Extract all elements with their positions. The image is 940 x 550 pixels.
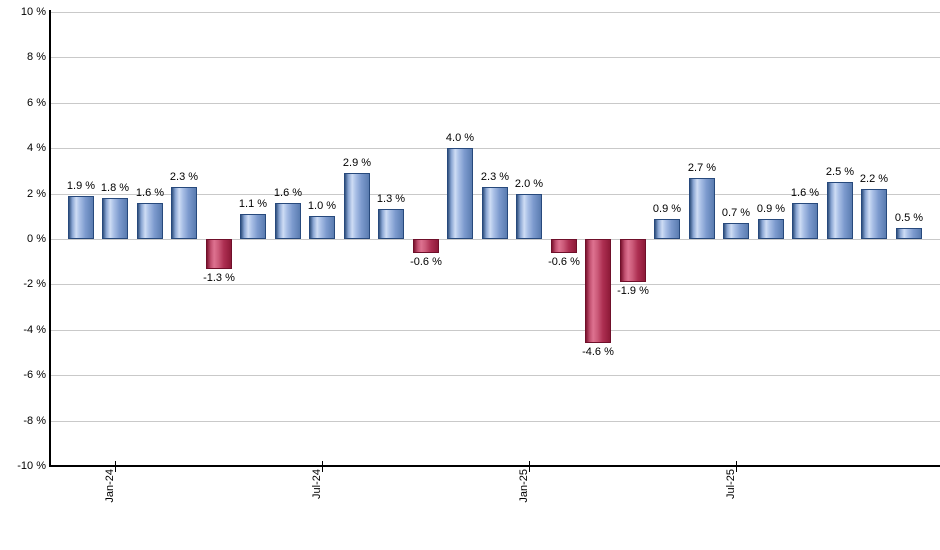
gridline-8: [51, 57, 940, 58]
x-axis-tick-label: Jul-24: [311, 469, 323, 499]
x-axis-line: [49, 465, 940, 467]
bar-0[interactable]: [68, 196, 94, 239]
gridline-0: [51, 239, 940, 240]
bar-value-label: 1.6 %: [273, 187, 303, 199]
y-axis-tick-label: 4 %: [27, 142, 46, 154]
bar-8[interactable]: [344, 173, 370, 239]
x-axis-tick: [322, 461, 323, 472]
bar-24[interactable]: [896, 228, 922, 239]
bar-value-label: -0.6 %: [410, 256, 442, 268]
bar-value-label: 1.9 %: [66, 180, 96, 192]
bar-value-label: 2.5 %: [825, 166, 855, 178]
gridline--6: [51, 375, 940, 376]
bar-22[interactable]: [827, 182, 853, 239]
bar-value-label: -1.3 %: [203, 272, 235, 284]
bar-value-label: 2.2 %: [859, 173, 889, 185]
y-axis-tick-label: -2 %: [23, 278, 46, 290]
y-axis-tick-label: 6 %: [27, 97, 46, 109]
y-axis-tick-label: -4 %: [23, 324, 46, 336]
gridline--8: [51, 421, 940, 422]
x-axis-tick: [115, 461, 116, 472]
bar-value-label: 0.9 %: [756, 203, 786, 215]
gridline--4: [51, 330, 940, 331]
bar-15[interactable]: [585, 239, 611, 343]
y-axis-tick-label: -8 %: [23, 415, 46, 427]
bar-1[interactable]: [102, 198, 128, 239]
gridline-4: [51, 148, 940, 149]
bar-value-label: 4.0 %: [445, 132, 475, 144]
gridline--2: [51, 284, 940, 285]
bar-9[interactable]: [378, 209, 404, 239]
bar-16[interactable]: [620, 239, 646, 282]
bar-23[interactable]: [861, 189, 887, 239]
y-axis-line: [49, 10, 51, 467]
bar-14[interactable]: [551, 239, 577, 253]
bar-value-label: -1.9 %: [617, 285, 649, 297]
x-axis-tick: [529, 461, 530, 472]
bar-3[interactable]: [171, 187, 197, 239]
bar-value-label: 1.6 %: [790, 187, 820, 199]
bar-10[interactable]: [413, 239, 439, 253]
y-axis-tick-label: -10 %: [17, 460, 46, 472]
bar-4[interactable]: [206, 239, 232, 269]
gridline-6: [51, 103, 940, 104]
bar-7[interactable]: [309, 216, 335, 239]
bar-value-label: 2.9 %: [342, 157, 372, 169]
bar-value-label: -4.6 %: [582, 346, 614, 358]
x-axis-tick-label: Jul-25: [725, 469, 737, 499]
bar-value-label: 1.3 %: [376, 193, 406, 205]
bar-value-label: -0.6 %: [548, 256, 580, 268]
bar-12[interactable]: [482, 187, 508, 239]
bar-value-label: 2.0 %: [514, 178, 544, 190]
x-axis-tick: [736, 461, 737, 472]
y-axis-tick-label: 8 %: [27, 51, 46, 63]
bar-11[interactable]: [447, 148, 473, 239]
y-axis-tick-label: 10 %: [20, 6, 46, 18]
bar-2[interactable]: [137, 203, 163, 239]
bar-5[interactable]: [240, 214, 266, 239]
bar-value-label: 1.8 %: [100, 182, 130, 194]
bar-value-label: 1.1 %: [238, 198, 268, 210]
bar-value-label: 0.7 %: [721, 207, 751, 219]
bar-6[interactable]: [275, 203, 301, 239]
bar-value-label: 1.6 %: [135, 187, 165, 199]
bar-21[interactable]: [792, 203, 818, 239]
x-axis-tick-label: Jan-25: [518, 469, 530, 503]
y-axis-tick-label: -6 %: [23, 369, 46, 381]
bar-value-label: 1.0 %: [307, 200, 337, 212]
bar-19[interactable]: [723, 223, 749, 239]
bar-20[interactable]: [758, 219, 784, 239]
y-axis-tick-label: 0 %: [27, 233, 46, 245]
bar-17[interactable]: [654, 219, 680, 239]
bar-13[interactable]: [516, 194, 542, 239]
bar-value-label: 0.5 %: [894, 212, 924, 224]
bar-value-label: 2.7 %: [687, 162, 717, 174]
bar-value-label: 2.3 %: [480, 171, 510, 183]
bar-value-label: 2.3 %: [169, 171, 199, 183]
y-axis-tick-label: 2 %: [27, 188, 46, 200]
x-axis-tick-label: Jan-24: [104, 469, 116, 503]
bar-value-label: 0.9 %: [652, 203, 682, 215]
gridline-10: [51, 12, 940, 13]
bar-18[interactable]: [689, 178, 715, 239]
